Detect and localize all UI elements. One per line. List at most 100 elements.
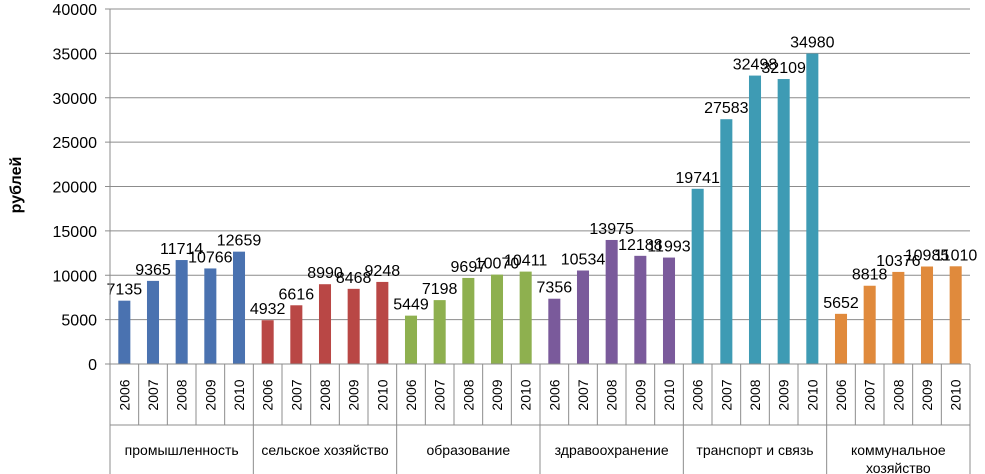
data-label: 4932 [250,301,286,318]
bar [748,75,762,364]
x-tick-label-year: 2006 [833,379,849,410]
data-label: 9697 [451,259,487,276]
x-tick-label-year: 2010 [518,379,534,410]
bar [949,266,962,364]
data-labels: 7135936511714107661265949326616899084689… [107,35,978,319]
x-tick-label-year: 2009 [489,379,505,410]
data-label: 10766 [188,249,233,266]
x-tick-label-year: 2007 [575,379,591,410]
bar [490,274,504,364]
x-tick-label-year: 2006 [260,379,276,410]
x-tick-label-year: 2009 [919,379,935,410]
data-label: 10985 [905,248,950,265]
data-label: 8468 [336,270,372,287]
x-tick-label-year: 2007 [288,379,304,410]
y-tick-label: 40000 [53,2,98,19]
bar [204,268,217,364]
x-group-label: хозяйство [866,460,931,474]
y-tick-label: 0 [88,357,97,374]
bar [806,53,819,365]
y-tick-label: 35000 [53,46,98,63]
bar [863,285,876,364]
data-label: 10534 [561,252,606,269]
bar [519,271,532,364]
x-tick-label-year: 2010 [948,379,964,410]
y-tick-label: 30000 [53,91,98,108]
data-label: 32109 [761,60,806,77]
data-label: 34980 [790,35,835,52]
data-label: 11010 [934,247,977,264]
bar [290,305,303,364]
x-group-label: коммунальное [851,442,946,458]
x-tick-label-year: 2008 [174,379,190,410]
bar [777,79,790,364]
bar [576,270,590,364]
x-tick-label-year: 2010 [804,379,820,410]
data-label: 11993 [647,239,690,256]
bar [376,281,389,364]
data-label: 19741 [675,170,720,187]
y-tick-label: 20000 [53,180,98,197]
x-tick-label-year: 2006 [116,379,132,410]
data-label: 5652 [823,295,859,312]
x-axis: 2006 2007 2008 2009 2010 промышленность 2006 20… [109,9,971,474]
bar [118,300,131,364]
bar [232,251,246,364]
x-tick-label-year: 2008 [604,379,620,410]
data-label: 13975 [589,221,634,238]
x-tick-label-year: 2009 [632,379,648,410]
x-group-label: сельское хозяйство [261,442,389,458]
data-label: 8990 [307,265,343,282]
bar [834,313,848,364]
y-tick-label: 10000 [53,268,98,285]
x-tick-label-year: 2008 [747,379,763,410]
bar [261,320,274,364]
bar [548,298,561,364]
gridlines [105,8,970,365]
data-label: 9365 [135,262,171,279]
x-tick-label-year: 2007 [432,379,448,410]
data-label: 10411 [504,253,547,270]
bar [691,188,704,364]
data-label: 5449 [393,297,429,314]
y-tick-label: 25000 [53,135,98,152]
y-axis-title: рублей [8,157,25,214]
bar [720,119,733,365]
bar [347,288,360,364]
bar [462,277,475,364]
x-tick-label-year: 2008 [317,379,333,410]
x-tick-label-year: 2007 [718,379,734,410]
x-group-label: промышленность [125,442,239,458]
x-tick-label-year: 2010 [661,379,677,410]
x-tick-label-year: 2008 [890,379,906,410]
x-tick-label-year: 2007 [145,379,161,410]
bars [118,53,962,365]
x-tick-label-year: 2008 [460,379,476,410]
data-label: 12188 [618,237,663,254]
y-tick-label: 15000 [53,224,98,241]
x-tick-label-year: 2010 [231,379,247,410]
bar [404,315,418,364]
data-label: 12659 [217,233,262,250]
data-label: 9248 [365,263,401,280]
x-group-label: транспорт и связь [696,442,813,458]
y-axis-ticks: 0 5000 10000 15000 20000 25000 30000 35000 40000 [53,2,98,374]
bar [318,284,332,364]
data-label: 7135 [107,282,143,299]
x-tick-label-year: 2006 [546,379,562,410]
data-label: 7356 [537,280,573,297]
bar [634,255,647,364]
x-group-label: образование [426,442,510,458]
y-tick-label: 5000 [61,313,97,330]
data-label: 6616 [279,286,315,303]
x-group-label: здравоохранение [555,442,669,458]
x-tick-label-year: 2006 [403,379,419,410]
bar [662,257,676,364]
bar [892,271,905,364]
bar [920,266,934,364]
data-label: 32498 [733,57,778,74]
data-label: 7198 [422,281,458,298]
x-tick-label-year: 2009 [776,379,792,410]
